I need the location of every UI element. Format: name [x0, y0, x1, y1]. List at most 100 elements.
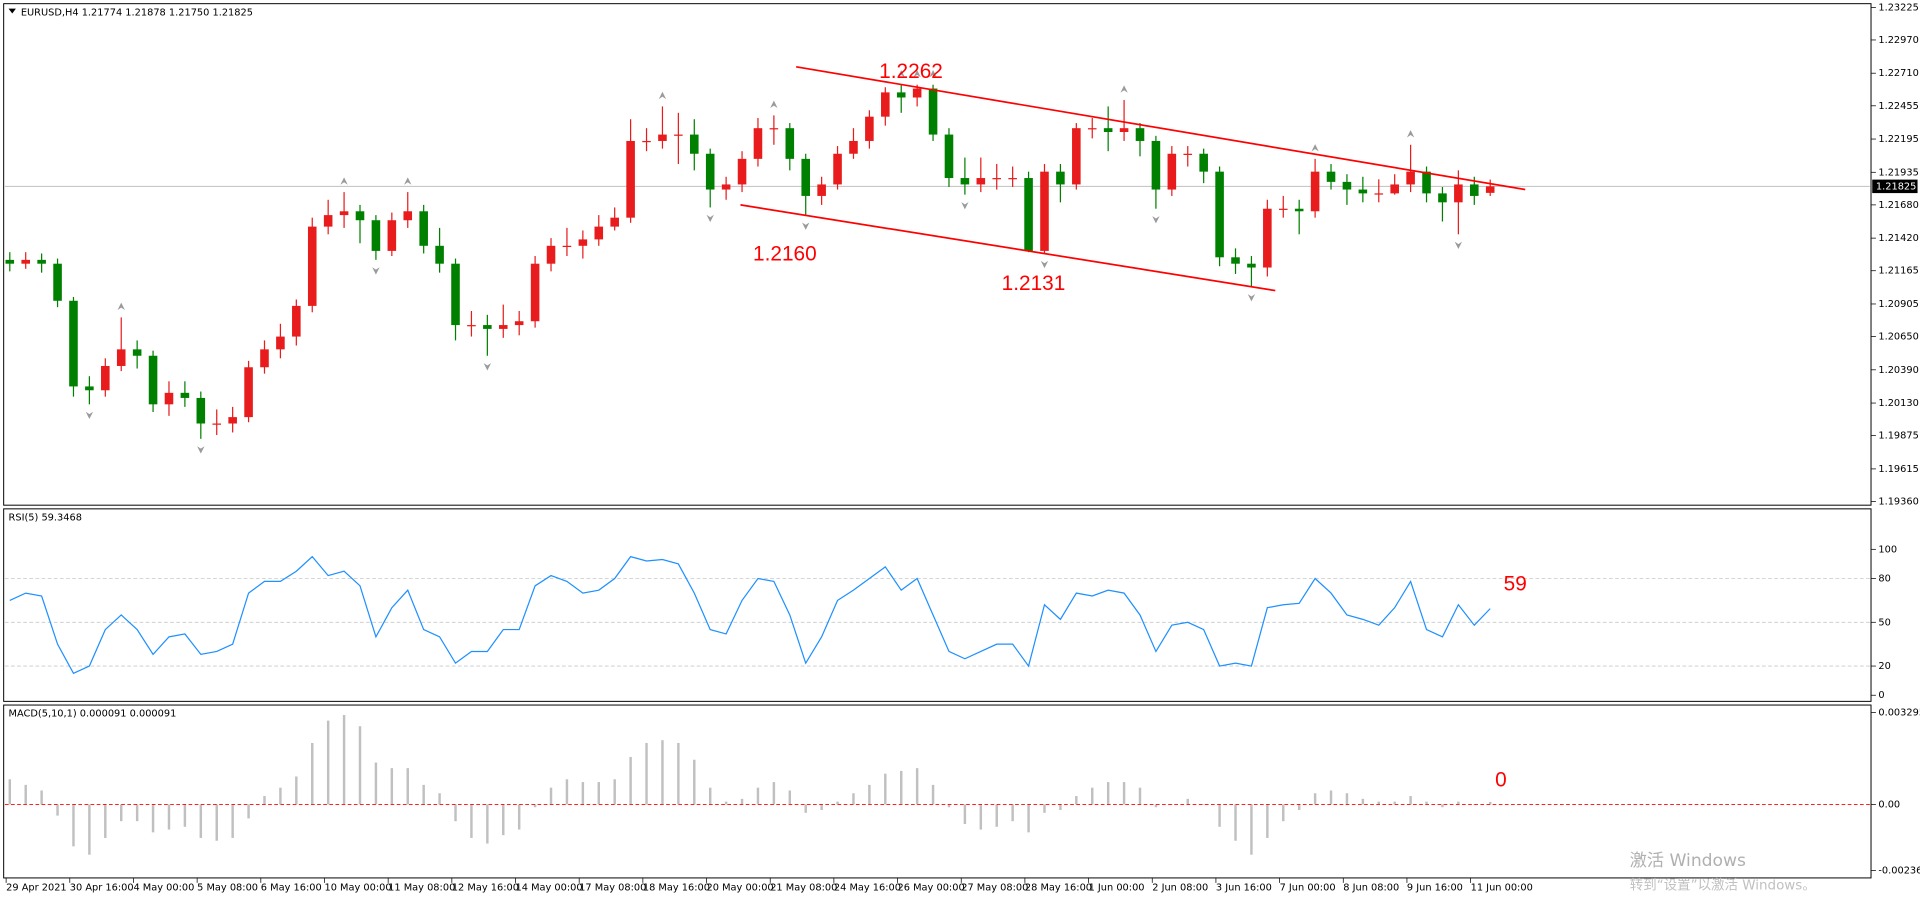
candle-body	[642, 140, 651, 143]
y-tick-label: 1.20905	[1878, 299, 1918, 310]
y-tick-label: 1.20130	[1878, 398, 1918, 409]
candle-body	[610, 217, 619, 227]
macd-bar	[820, 804, 823, 811]
fractal-down	[483, 363, 492, 371]
fractal-up	[897, 69, 905, 78]
macd-bar	[1377, 801, 1380, 805]
candle-body	[1438, 193, 1447, 203]
candle-body	[896, 92, 906, 98]
fractal-down	[1247, 294, 1256, 302]
candle-body	[371, 220, 381, 251]
candle-body	[116, 349, 126, 366]
candle-body	[355, 211, 365, 221]
macd-bar	[788, 790, 792, 805]
macd-bar	[645, 742, 648, 805]
candle-body	[1342, 181, 1352, 190]
macd-bar	[1345, 793, 1349, 805]
candle-body	[817, 184, 826, 196]
candle-body	[1294, 208, 1304, 212]
x-tick-label: 5 May 08:00	[197, 883, 258, 894]
annotation: 1.2131	[1002, 272, 1066, 295]
candle-body	[196, 397, 206, 424]
macd-bar	[72, 804, 75, 847]
candle-body	[976, 178, 986, 185]
fractal-down	[802, 222, 810, 230]
candle-body	[323, 215, 333, 227]
macd-bar	[1441, 804, 1444, 808]
macd-bar	[565, 779, 569, 805]
macd-bar	[422, 784, 425, 805]
candle-body	[1087, 128, 1097, 130]
macd-bar	[693, 759, 696, 805]
macd-bar	[1138, 787, 1142, 805]
macd-bar	[979, 804, 983, 830]
candle-body	[1326, 171, 1336, 182]
macd-bar	[24, 784, 27, 805]
macd-bar	[1282, 804, 1285, 822]
macd-bar	[390, 768, 394, 805]
annotation: 1.2160	[753, 243, 817, 266]
last-price-box	[1872, 179, 1918, 194]
macd-bar	[151, 804, 155, 833]
macd-bar	[374, 762, 378, 805]
macd-bar	[629, 756, 632, 805]
macd-bar	[661, 740, 664, 805]
macd-bar	[40, 790, 43, 805]
x-tick-label: 10 May 00:00	[324, 883, 391, 894]
annotation: 0	[1495, 769, 1507, 792]
x-tick-label: 11 Jun 00:00	[1471, 883, 1533, 894]
candle-body	[1119, 128, 1129, 133]
candle-body	[276, 336, 285, 350]
macd-bar	[1122, 782, 1126, 805]
macd-bar	[1218, 804, 1221, 827]
candle-body	[1024, 178, 1033, 251]
candle-body	[403, 211, 413, 221]
macd-bar	[311, 742, 314, 805]
x-tick-label: 30 Apr 16:00	[70, 883, 134, 894]
macd-bar	[295, 776, 298, 805]
macd-bar	[517, 804, 521, 830]
macd-bar	[454, 804, 457, 822]
candle-body	[1231, 257, 1240, 264]
macd-bar	[772, 782, 776, 805]
candle-body	[992, 178, 1002, 180]
candle-body	[1056, 171, 1065, 185]
macd-bar	[549, 787, 553, 805]
candle-body	[1040, 171, 1049, 251]
macd-bar	[215, 804, 218, 841]
x-tick-label: 4 May 00:00	[133, 883, 194, 894]
candle-body	[1103, 128, 1113, 133]
fractal-up	[340, 177, 348, 185]
y-tick-label: 80	[1878, 573, 1890, 584]
y-tick-label: 1.22455	[1878, 101, 1918, 112]
macd-bar	[1488, 801, 1492, 805]
candle-body	[1183, 153, 1193, 155]
y-tick-label: 0	[1878, 690, 1884, 701]
macd-bar	[900, 770, 903, 805]
candle-body	[578, 239, 588, 246]
candle-body	[180, 392, 190, 398]
macd-bar	[995, 804, 998, 827]
candle-body	[21, 259, 30, 264]
candle-body	[1247, 263, 1256, 268]
x-tick-label: 18 May 16:00	[643, 883, 710, 894]
fractal-down	[706, 214, 714, 223]
macd-bar	[406, 768, 409, 805]
y-tick-label: 1.23225	[1878, 2, 1918, 13]
macd-bar	[852, 793, 855, 805]
candle-body	[69, 300, 78, 387]
candle-body	[1406, 171, 1415, 185]
candle-body	[1390, 184, 1399, 194]
macd-bar	[135, 804, 139, 822]
macd-bar	[1329, 790, 1333, 805]
fractal-down	[1040, 260, 1049, 269]
price-panel	[3, 3, 1872, 506]
candle-body	[514, 321, 524, 326]
candle-body	[1263, 208, 1272, 268]
candle-body	[85, 386, 94, 391]
macd-bar	[104, 804, 107, 838]
macd-bar	[804, 804, 807, 813]
collapse-icon	[8, 8, 16, 14]
watermark: 转到“设置”以激活 Windows。	[1630, 877, 1816, 893]
macd-bar	[1250, 804, 1253, 855]
